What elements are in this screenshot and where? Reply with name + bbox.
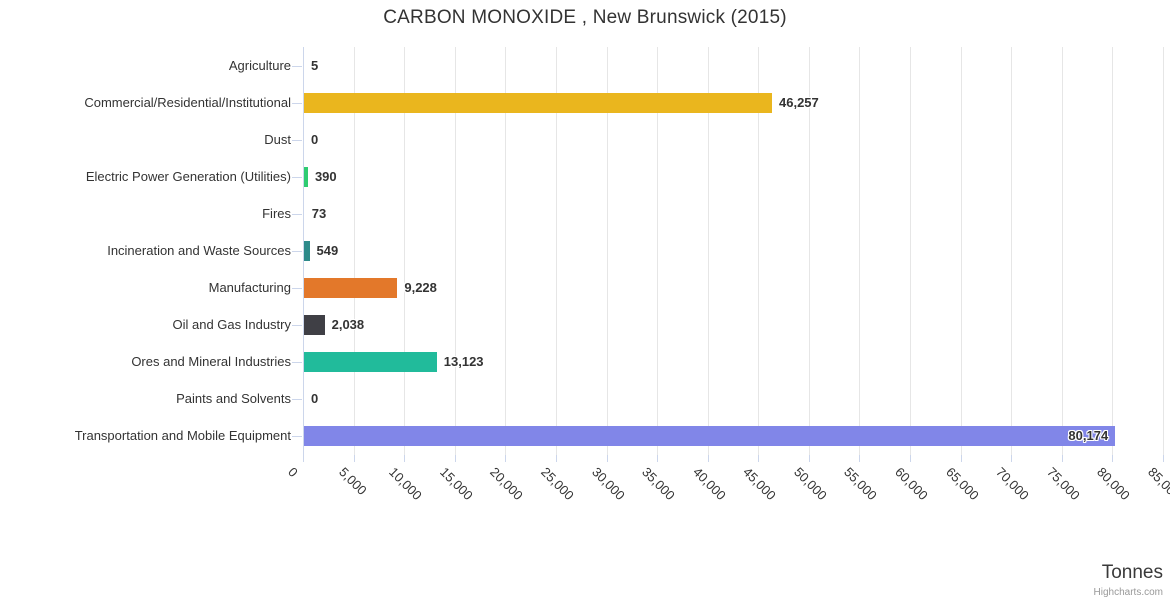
gridline <box>404 47 406 455</box>
bar[interactable] <box>304 352 437 373</box>
gridline <box>808 47 810 455</box>
category-tick <box>292 102 302 104</box>
gridline <box>758 47 760 455</box>
highcharts-credit[interactable]: Highcharts.com <box>1093 587 1163 598</box>
category-tick <box>292 176 302 178</box>
gridline <box>859 47 861 455</box>
x-axis-tick <box>707 455 709 462</box>
bar[interactable] <box>304 426 1116 447</box>
gridline <box>353 47 355 455</box>
x-axis-tick-label: 80,000 <box>1094 464 1134 504</box>
category-label: Commercial/Residential/Institutional <box>84 94 291 110</box>
category-label: Transportation and Mobile Equipment <box>74 428 291 444</box>
x-axis-tick-label: 45,000 <box>740 464 780 504</box>
x-axis-tick <box>1061 455 1063 462</box>
gridline <box>606 47 608 455</box>
x-axis-tick <box>859 455 861 462</box>
category-label: Dust <box>264 131 291 147</box>
x-axis-tick <box>505 455 507 462</box>
x-axis-tick <box>910 455 912 462</box>
category-label: Agriculture <box>228 57 291 73</box>
bar[interactable] <box>304 278 398 299</box>
category-tick <box>292 139 302 141</box>
value-label: 9,228 <box>404 280 437 296</box>
category-tick <box>292 436 302 438</box>
category-label: Fires <box>262 205 291 221</box>
value-label: 73 <box>311 205 327 221</box>
x-axis-title: Tonnes <box>1101 562 1163 583</box>
gridline <box>707 47 709 455</box>
gridline <box>454 47 456 455</box>
value-label: 13,123 <box>443 354 484 370</box>
x-axis-tick-label: 5,000 <box>335 464 370 498</box>
x-axis-tick <box>1112 455 1114 462</box>
x-axis-tick <box>353 455 355 462</box>
category-tick <box>292 65 302 67</box>
x-axis-tick-label: 35,000 <box>639 464 678 504</box>
value-label: 80,174 <box>1068 428 1109 444</box>
value-label: 390 <box>314 168 337 184</box>
x-axis-tick <box>454 455 456 462</box>
gridline <box>505 47 507 455</box>
gridline <box>1112 47 1114 455</box>
chart-title: CARBON MONOXIDE , New Brunswick (2015) <box>383 7 787 28</box>
x-axis-tick-label: 75,000 <box>1043 464 1083 504</box>
value-label: 0 <box>311 391 319 407</box>
x-axis-tick-label: 0 <box>285 464 301 481</box>
x-axis-tick-label: 40,000 <box>689 464 729 504</box>
x-axis-tick-label: 25,000 <box>538 464 577 504</box>
x-axis-tick <box>555 455 557 462</box>
gridline <box>555 47 557 455</box>
gridline <box>1011 47 1013 455</box>
x-axis-tick-label: 60,000 <box>892 464 931 504</box>
x-axis-tick-label: 85,000 <box>1145 464 1170 504</box>
x-axis-tick-label: 10,000 <box>386 464 425 504</box>
x-axis-tick <box>657 455 659 462</box>
category-label: Incineration and Waste Sources <box>107 243 291 258</box>
category-label: Ores and Mineral Industries <box>131 354 291 370</box>
category-tick <box>292 288 302 290</box>
gridline <box>1163 47 1164 455</box>
x-axis-tick <box>808 455 810 462</box>
gridline <box>1061 47 1063 455</box>
x-axis-tick-label: 65,000 <box>942 464 982 504</box>
value-label: 46,257 <box>779 94 819 110</box>
x-axis-tick <box>960 455 962 462</box>
x-axis-tick-label: 55,000 <box>841 464 881 504</box>
category-label: Electric Power Generation (Utilities) <box>85 168 291 184</box>
category-tick <box>292 399 302 401</box>
category-label: Oil and Gas Industry <box>172 317 292 333</box>
x-axis-tick-label: 30,000 <box>588 464 628 504</box>
value-label: 549 <box>316 243 339 258</box>
category-label: Manufacturing <box>208 280 291 296</box>
x-axis-tick <box>303 455 304 462</box>
bar[interactable] <box>304 315 325 336</box>
x-axis-tick-label: 70,000 <box>993 464 1033 504</box>
category-tick <box>292 213 302 215</box>
x-axis-tick <box>1163 455 1164 462</box>
gridline <box>910 47 912 455</box>
x-axis-tick-label: 20,000 <box>487 464 527 504</box>
x-axis-tick <box>404 455 406 462</box>
value-label: 2,038 <box>331 317 365 333</box>
x-axis-tick <box>1011 455 1013 462</box>
category-tick <box>292 362 302 364</box>
category-tick <box>292 251 302 252</box>
gridline <box>657 47 659 455</box>
x-axis-tick <box>758 455 760 462</box>
value-label: 0 <box>311 131 319 147</box>
value-label: 5 <box>311 57 319 73</box>
x-axis-tick-label: 50,000 <box>790 464 830 504</box>
gridline <box>960 47 962 455</box>
category-tick <box>292 325 302 327</box>
bar[interactable] <box>304 92 772 113</box>
y-axis-line <box>303 47 304 455</box>
category-label: Paints and Solvents <box>176 391 291 407</box>
x-axis-tick <box>606 455 608 462</box>
bar[interactable] <box>304 241 310 261</box>
x-axis-tick-label: 15,000 <box>436 464 476 504</box>
bar[interactable] <box>304 166 308 187</box>
